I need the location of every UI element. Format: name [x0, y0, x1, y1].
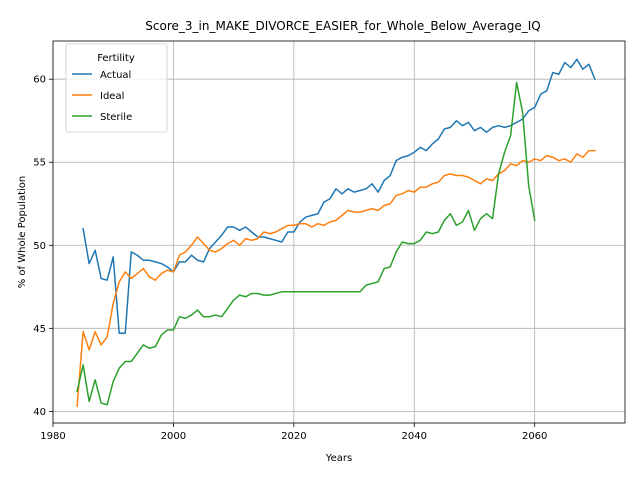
series-lines: [76, 58, 596, 408]
legend-entries: Actual Ideal Sterile: [72, 70, 132, 123]
series-line-ideal: [76, 149, 596, 408]
legend-box: [65, 43, 168, 133]
legend-label-ideal: Ideal: [100, 91, 124, 102]
y-tick-label: 60: [33, 75, 46, 86]
legend: Fertility Actual Ideal Sterile: [65, 43, 168, 133]
axis-ticks: 1980 2000 2020 2040 2060 40 45 50 55 60: [33, 75, 547, 442]
legend-label-sterile: Sterile: [100, 112, 132, 123]
x-tick-label: 2000: [161, 431, 186, 442]
x-axis-label: Years: [325, 453, 352, 464]
plot-frame: [52, 40, 626, 424]
y-axis-label: % of Whole Population: [17, 176, 28, 289]
x-tick-label: 2020: [281, 431, 306, 442]
x-tick-label: 2040: [402, 431, 427, 442]
chart-title: Score_3_in_MAKE_DIVORCE_EASIER_for_Whole…: [145, 19, 540, 33]
legend-label-actual: Actual: [100, 70, 131, 81]
x-tick-label: 2060: [522, 431, 547, 442]
x-tick-label: 1980: [40, 431, 65, 442]
legend-title: Fertility: [97, 53, 135, 64]
y-tick-label: 50: [33, 241, 46, 252]
y-tick-label: 40: [33, 407, 46, 418]
y-tick-label: 55: [33, 158, 46, 169]
series-line-sterile: [76, 81, 536, 406]
series-line-actual: [82, 58, 596, 335]
y-tick-label: 45: [33, 324, 46, 335]
